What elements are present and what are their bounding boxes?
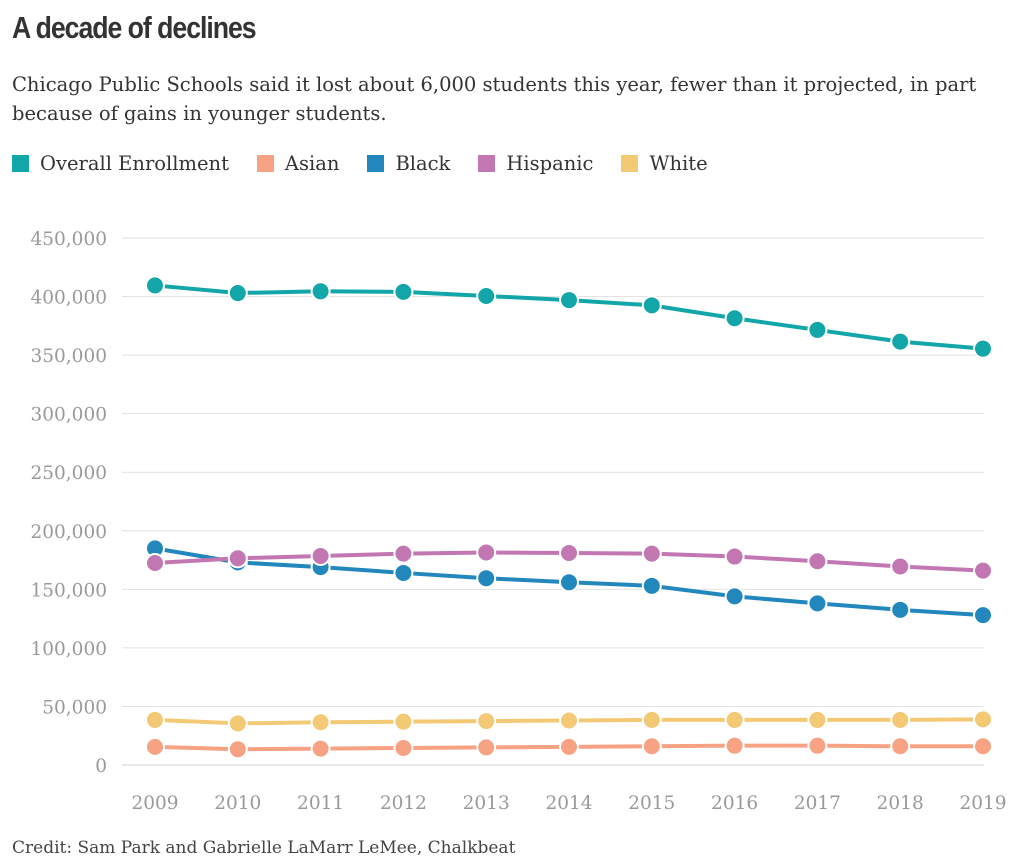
data-point <box>641 709 662 730</box>
y-tick-label: 350,000 <box>30 346 107 367</box>
data-point <box>476 737 497 758</box>
y-tick-label: 50,000 <box>42 697 107 718</box>
legend-swatch <box>621 154 639 172</box>
data-point <box>890 556 911 577</box>
data-point <box>393 281 414 302</box>
data-point <box>145 275 165 296</box>
credit: Credit: Sam Park and Gabrielle LaMarr Le… <box>12 838 516 858</box>
data-point <box>724 709 745 730</box>
data-point <box>227 548 248 569</box>
data-point <box>559 543 579 564</box>
data-point <box>476 542 497 563</box>
data-point <box>559 290 579 311</box>
legend-label: White <box>649 151 708 175</box>
data-point <box>807 551 828 572</box>
legend-swatch <box>478 154 496 172</box>
x-tick-label: 2016 <box>711 793 758 814</box>
x-tick-label: 2011 <box>297 793 344 814</box>
data-point <box>890 736 911 757</box>
legend-item: White <box>621 151 708 175</box>
data-point <box>973 709 993 730</box>
data-point <box>227 739 248 760</box>
data-point <box>724 308 745 329</box>
x-tick-label: 2019 <box>959 793 1006 814</box>
data-point <box>227 713 248 734</box>
data-point <box>227 283 248 304</box>
data-point <box>807 319 828 340</box>
data-point <box>641 736 662 757</box>
legend-item: Hispanic <box>478 152 593 175</box>
data-point <box>890 599 911 620</box>
x-tick-label: 2015 <box>628 793 675 814</box>
data-point <box>559 710 579 731</box>
data-point <box>476 285 497 306</box>
legend: Overall Enrollment Asian Black Hispanic Whit… <box>12 148 736 178</box>
legend-swatch <box>367 154 385 172</box>
legend-item: Black <box>367 152 450 175</box>
x-tick-label: 2018 <box>877 793 924 814</box>
chart-title: A decade of declines <box>12 10 257 45</box>
data-point <box>145 552 165 573</box>
data-point <box>641 543 662 564</box>
y-tick-label: 400,000 <box>30 288 107 309</box>
data-point <box>476 568 497 589</box>
legend-swatch <box>12 154 29 172</box>
data-point <box>310 738 331 759</box>
data-point <box>393 738 414 759</box>
data-point <box>641 575 662 596</box>
legend-item: Asian <box>256 151 340 175</box>
legend-label: Overall Enrollment <box>40 151 229 175</box>
data-point <box>310 545 331 566</box>
data-point <box>973 605 993 626</box>
x-tick-label: 2012 <box>380 793 427 814</box>
legend-label: Black <box>395 151 451 175</box>
data-point <box>310 712 331 733</box>
y-tick-label: 250,000 <box>30 463 107 484</box>
data-point <box>145 709 165 730</box>
data-point <box>559 572 579 593</box>
data-point <box>973 560 993 581</box>
x-tick-label: 2010 <box>214 793 261 814</box>
y-tick-label: 300,000 <box>30 405 107 426</box>
y-tick-label: 100,000 <box>30 639 107 660</box>
data-point <box>890 709 911 730</box>
data-point <box>393 711 414 732</box>
data-point <box>807 593 828 614</box>
data-point <box>641 295 662 316</box>
data-point <box>393 562 414 583</box>
x-tick-label: 2009 <box>131 793 178 814</box>
legend-swatch <box>256 154 274 172</box>
data-point <box>724 546 745 567</box>
legend-label: Asian <box>284 151 340 175</box>
chart-subtitle: Chicago Public Schools said it lost abou… <box>12 73 977 125</box>
data-point <box>973 338 993 359</box>
data-point <box>145 736 165 757</box>
data-point <box>476 711 497 732</box>
data-point <box>724 586 745 607</box>
y-tick-label: 0 <box>95 756 107 777</box>
y-tick-label: 200,000 <box>30 522 107 543</box>
x-tick-label: 2013 <box>463 793 510 814</box>
data-point <box>973 736 993 757</box>
data-point <box>890 331 911 352</box>
x-tick-label: 2017 <box>794 793 841 814</box>
data-point <box>724 735 745 756</box>
legend-item: Overall Enrollment <box>12 152 229 175</box>
data-point <box>807 735 828 756</box>
data-point <box>559 736 579 757</box>
data-point <box>393 543 414 564</box>
legend-label: Hispanic <box>506 151 594 175</box>
x-tick-label: 2014 <box>545 793 592 814</box>
data-point <box>310 281 331 302</box>
y-tick-label: 150,000 <box>30 580 107 601</box>
data-point <box>807 709 828 730</box>
y-tick-label: 450,000 <box>30 229 107 250</box>
